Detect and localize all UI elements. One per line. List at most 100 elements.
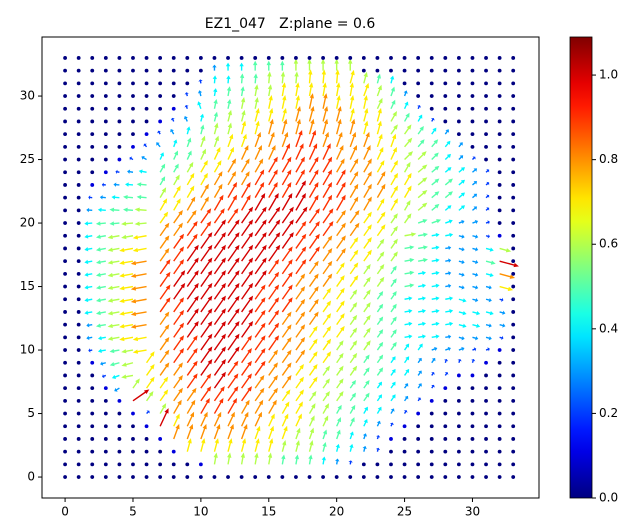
- arrow: [431, 178, 440, 186]
- arrow: [390, 316, 397, 326]
- arrow: [227, 208, 239, 224]
- arrow: [308, 351, 318, 364]
- arrow: [308, 106, 315, 122]
- arrow-dot: [511, 208, 516, 213]
- arrow: [404, 283, 415, 288]
- arrow: [308, 129, 317, 148]
- arrow-dot: [470, 411, 475, 416]
- arrow: [404, 258, 415, 263]
- arrow-dot: [117, 81, 122, 86]
- arrow: [88, 348, 93, 353]
- arrow-dot: [63, 132, 67, 137]
- arrow: [159, 297, 171, 313]
- arrow: [173, 139, 178, 148]
- arrow: [281, 131, 289, 148]
- arrow: [159, 349, 170, 364]
- arrow: [322, 82, 327, 97]
- arrow-dot: [171, 449, 176, 454]
- arrow: [102, 374, 107, 379]
- arrow: [376, 291, 384, 300]
- arrow: [472, 247, 479, 252]
- arrow-dot: [511, 221, 516, 225]
- arrow: [295, 106, 301, 122]
- arrow: [109, 207, 120, 213]
- arrow: [86, 323, 93, 328]
- arrow-dot: [456, 462, 461, 467]
- arrow: [254, 169, 265, 186]
- arrow-dot: [76, 271, 81, 276]
- arrow: [268, 322, 280, 338]
- arrow: [254, 219, 267, 237]
- arrow: [173, 209, 183, 224]
- arrow: [431, 372, 435, 376]
- arrow: [322, 429, 328, 440]
- arrow: [376, 84, 382, 97]
- arrow: [376, 406, 382, 414]
- arrow: [322, 441, 327, 452]
- arrow: [281, 219, 294, 237]
- arrow: [295, 118, 301, 135]
- arrow: [458, 298, 467, 303]
- arrow: [363, 419, 368, 427]
- arrow: [322, 106, 329, 122]
- arrow: [254, 284, 266, 300]
- arrow: [295, 413, 302, 427]
- arrow: [200, 148, 206, 160]
- arrow-dot: [511, 348, 516, 352]
- arrow-dot: [389, 475, 393, 479]
- arrow: [472, 234, 479, 239]
- arrow: [254, 270, 267, 287]
- arrow: [134, 207, 147, 212]
- arrow: [349, 443, 354, 452]
- arrow-dot: [402, 462, 407, 467]
- arrow: [281, 271, 293, 287]
- arrow-dot: [348, 475, 353, 479]
- arrow: [458, 336, 465, 341]
- arrow: [200, 135, 206, 148]
- arrow-dot: [144, 462, 149, 467]
- arrow: [107, 323, 120, 329]
- arrow: [227, 308, 240, 326]
- arrow: [227, 158, 237, 173]
- arrow: [336, 365, 344, 376]
- arrow: [200, 270, 213, 287]
- arrow: [227, 452, 232, 465]
- arrow: [227, 270, 240, 287]
- arrow: [445, 258, 452, 263]
- arrow: [241, 360, 252, 376]
- arrow: [295, 193, 306, 211]
- arrow: [376, 133, 383, 148]
- arrow-dot: [76, 373, 81, 378]
- arrow: [183, 116, 188, 122]
- arrow: [213, 88, 218, 97]
- arrow: [213, 208, 225, 224]
- arrow-dot: [456, 437, 461, 441]
- arrow: [390, 160, 398, 173]
- arrow: [431, 165, 440, 173]
- arrow: [241, 158, 250, 173]
- arrow: [363, 249, 372, 262]
- arrow: [227, 360, 239, 376]
- arrow: [349, 379, 356, 389]
- arrow: [404, 321, 413, 327]
- arrow-dot: [443, 386, 448, 391]
- arrow: [390, 278, 397, 287]
- arrow: [107, 311, 120, 316]
- arrow: [268, 387, 278, 402]
- arrow-dot: [90, 437, 95, 441]
- arrow: [268, 425, 274, 440]
- arrow-dot: [76, 132, 81, 137]
- arrow: [281, 143, 290, 160]
- arrow-dot: [76, 246, 81, 251]
- arrow-dot: [76, 360, 81, 365]
- arrow-dot: [76, 348, 81, 352]
- arrow-dot: [294, 56, 298, 60]
- arrow: [417, 357, 422, 364]
- arrow-dot: [239, 475, 244, 479]
- arrow-dot: [90, 94, 95, 98]
- arrow-dot: [76, 475, 81, 479]
- y-tick-label: 30: [20, 89, 35, 103]
- arrow: [376, 97, 383, 110]
- arrow: [227, 346, 240, 364]
- arrow: [390, 225, 398, 237]
